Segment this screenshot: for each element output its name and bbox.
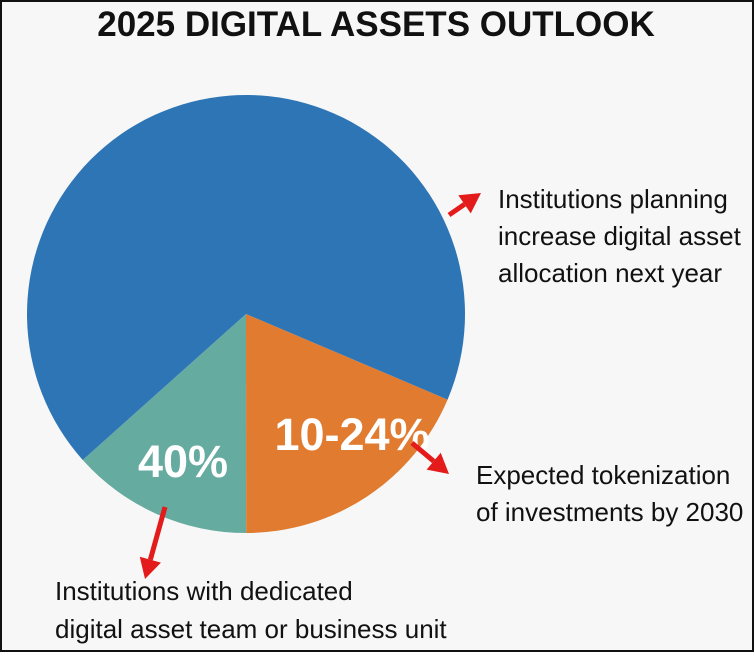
annotation-increase-allocation-line-2: increase digital asset bbox=[498, 221, 742, 251]
annotation-increase-allocation-line-1: Institutions planning bbox=[498, 184, 728, 214]
pie-slice-tokenization bbox=[246, 314, 448, 533]
annotation-increase-allocation-line-3: allocation next year bbox=[498, 258, 722, 288]
annotation-dedicated-team-line-2: digital asset team or business unit bbox=[55, 614, 447, 644]
arrow-increase-allocation bbox=[447, 193, 481, 218]
chart-title: 2025 DIGITAL ASSETS OUTLOOK bbox=[97, 5, 655, 44]
pie-slice-dedicated-team bbox=[82, 314, 247, 533]
pie-slice-increase-allocation bbox=[27, 95, 466, 460]
annotation-dedicated-team-line-1: Institutions with dedicated bbox=[55, 576, 353, 606]
arrow-dedicated-team bbox=[139, 506, 168, 579]
annotation-tokenization-line-1: Expected tokenization bbox=[476, 460, 730, 490]
slice-label-tokenization: 10-24% bbox=[274, 409, 429, 460]
pie-slices bbox=[27, 95, 466, 533]
annotation-tokenization-line-2: of investments by 2030 bbox=[476, 497, 743, 527]
arrow-tokenization bbox=[410, 441, 449, 474]
annotation-arrows bbox=[139, 193, 481, 579]
slice-label-dedicated-team: 40% bbox=[138, 436, 228, 487]
